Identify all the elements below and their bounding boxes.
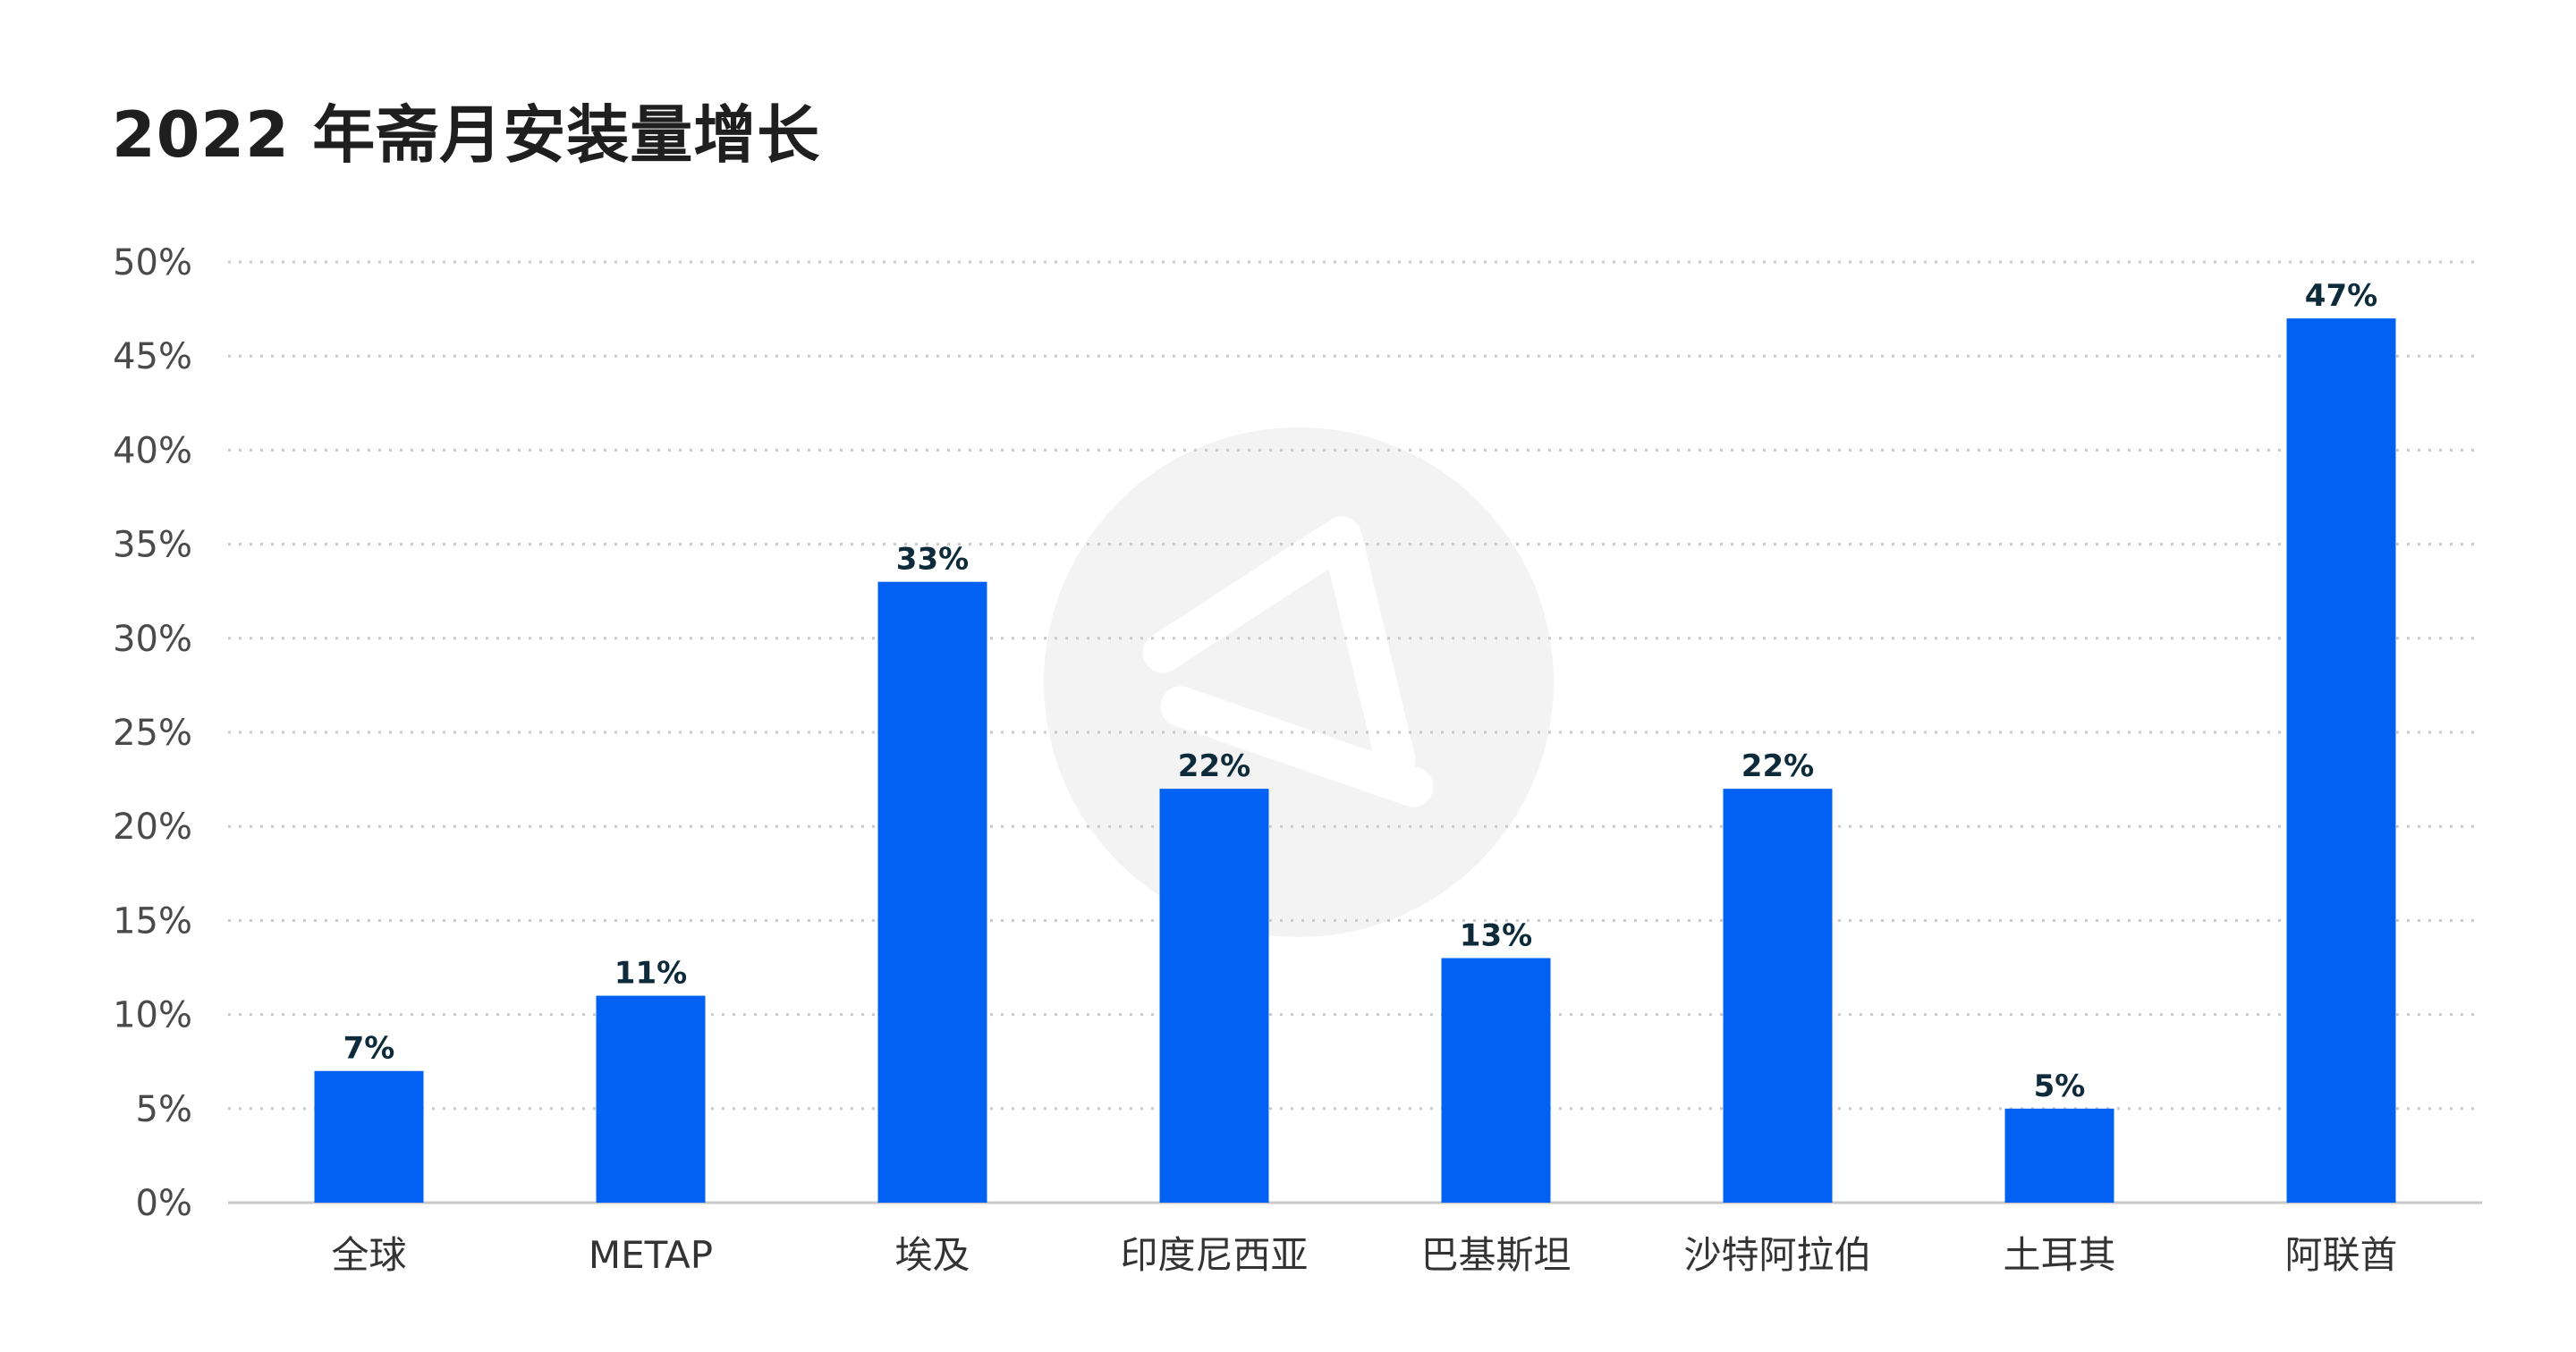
data-labels: 7% 11% 33% 22% 13% 22% 5% 47% [343, 278, 2378, 1104]
grid-lines [228, 260, 2482, 1204]
y-tick-label: 35% [113, 525, 192, 566]
y-tick-label: 10% [113, 995, 192, 1036]
y-tick-label: 45% [113, 336, 192, 377]
watermark-logo-icon [1044, 427, 1554, 937]
data-label: 22% [1741, 748, 1814, 784]
data-label: 47% [2305, 278, 2377, 314]
bar [1159, 789, 1269, 1203]
data-label: 33% [896, 542, 969, 578]
data-label: 13% [1460, 917, 1532, 953]
bar [1723, 789, 1833, 1203]
x-tick-label: 巴基斯坦 [1420, 1233, 1571, 1277]
x-tick-label: 沙特阿拉伯 [1683, 1233, 1871, 1277]
data-label: 11% [614, 956, 687, 992]
y-tick-label: 25% [113, 713, 192, 754]
y-tick-label: 40% [113, 430, 192, 471]
y-tick-label: 50% [113, 242, 192, 283]
bar [1441, 958, 1551, 1203]
bar [2004, 1108, 2114, 1203]
y-tick-label: 0% [136, 1183, 192, 1224]
y-tick-label: 20% [113, 807, 192, 848]
x-axis-ticks: 全球 METAP 埃及 印度尼西亚 巴基斯坦 沙特阿拉伯 土耳其 阿联酋 [331, 1233, 2397, 1277]
bar [877, 581, 987, 1203]
data-label: 7% [343, 1031, 395, 1067]
y-tick-label: 5% [136, 1089, 192, 1130]
x-tick-label: 阿联酋 [2284, 1233, 2397, 1277]
x-tick-label: METAP [589, 1233, 713, 1277]
bars [314, 318, 2396, 1203]
x-tick-label: 印度尼西亚 [1120, 1233, 1308, 1277]
bar [2286, 318, 2396, 1203]
x-tick-label: 埃及 [894, 1233, 970, 1277]
data-label: 5% [2034, 1069, 2086, 1104]
data-label: 22% [1178, 748, 1250, 784]
bar [596, 995, 706, 1203]
bar [314, 1070, 424, 1203]
y-tick-label: 15% [113, 900, 192, 942]
chart-title: 2022 年斋月安装量增长 [112, 98, 821, 172]
x-tick-label: 土耳其 [2003, 1233, 2115, 1277]
y-tick-label: 30% [113, 619, 192, 660]
y-axis-ticks: 0% 5% 10% 15% 20% 25% 30% 35% 40% 45% 50% [113, 242, 192, 1224]
x-tick-label: 全球 [331, 1233, 406, 1277]
